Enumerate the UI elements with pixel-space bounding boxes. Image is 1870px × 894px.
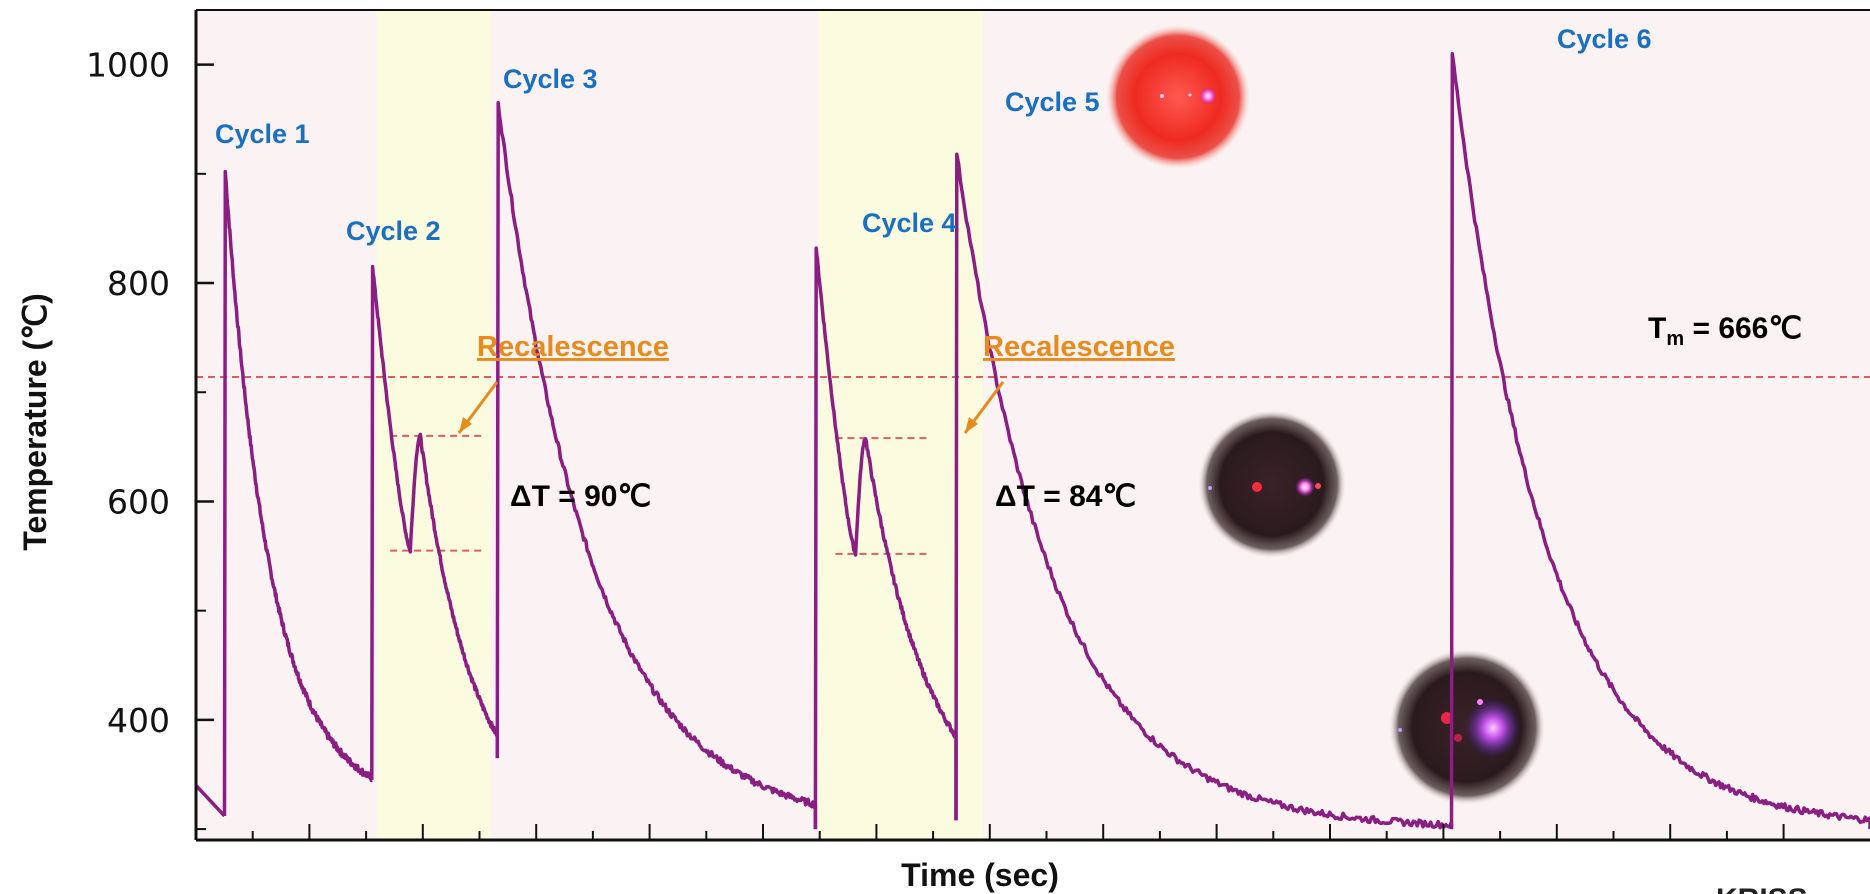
logo-text: KRISS	[1716, 883, 1808, 894]
droplet-image-recalescence	[1198, 410, 1346, 558]
y-tick-label-400: 400	[107, 701, 170, 740]
cycle-label-3: Cycle 3	[503, 64, 598, 94]
trace-cycle-1	[222, 169, 373, 817]
droplet-image-molten	[1106, 25, 1250, 169]
recalescence-label-2: Recalescence	[983, 331, 1175, 363]
cycle-label-4: Cycle 4	[862, 208, 957, 238]
y-tick-label-600: 600	[107, 482, 170, 521]
droplet-image-solidified	[1389, 649, 1545, 805]
recalescence-arrowhead-1	[459, 417, 472, 433]
temperature-traces	[194, 51, 1870, 830]
melting-point-label: Tm = 666℃	[1648, 312, 1802, 350]
recalescence-label-1: Recalescence	[477, 331, 669, 363]
cycle-label-6: Cycle 6	[1557, 24, 1652, 54]
y-tick-label-800: 800	[107, 264, 170, 303]
recalescence-arrowhead-2	[965, 417, 978, 433]
highlight-band-1	[376, 10, 491, 840]
trace-cycle-4	[813, 246, 958, 830]
trace-initial	[194, 784, 226, 818]
x-axis-ticks	[195, 824, 1785, 840]
chart-annotations: Cycle 1 Cycle 2 Cycle 3 Cycle 4 Cycle 5 Cycle…	[215, 24, 1802, 513]
cycle-label-2: Cycle 2	[346, 216, 441, 246]
delta-t-label-1: ΔT = 90℃	[510, 480, 651, 513]
reference-lines	[196, 375, 1870, 555]
trace-cycle-5	[954, 152, 1454, 830]
chart-axes	[194, 9, 1870, 842]
y-axis-ticks: 400 600 800 1000	[86, 46, 214, 831]
cycle-label-1: Cycle 1	[215, 119, 310, 149]
x-axis-title: Time (sec)	[901, 857, 1059, 893]
y-tick-label-1000: 1000	[86, 46, 170, 85]
trace-cycle-6	[1449, 51, 1870, 830]
trace-cycle-2	[370, 264, 500, 780]
y-axis-title: Temperature (℃)	[17, 293, 53, 551]
cycle-label-5: Cycle 5	[1005, 87, 1100, 117]
trace-cycle-3	[495, 101, 818, 830]
delta-t-label-2: ΔT = 84℃	[995, 480, 1136, 513]
